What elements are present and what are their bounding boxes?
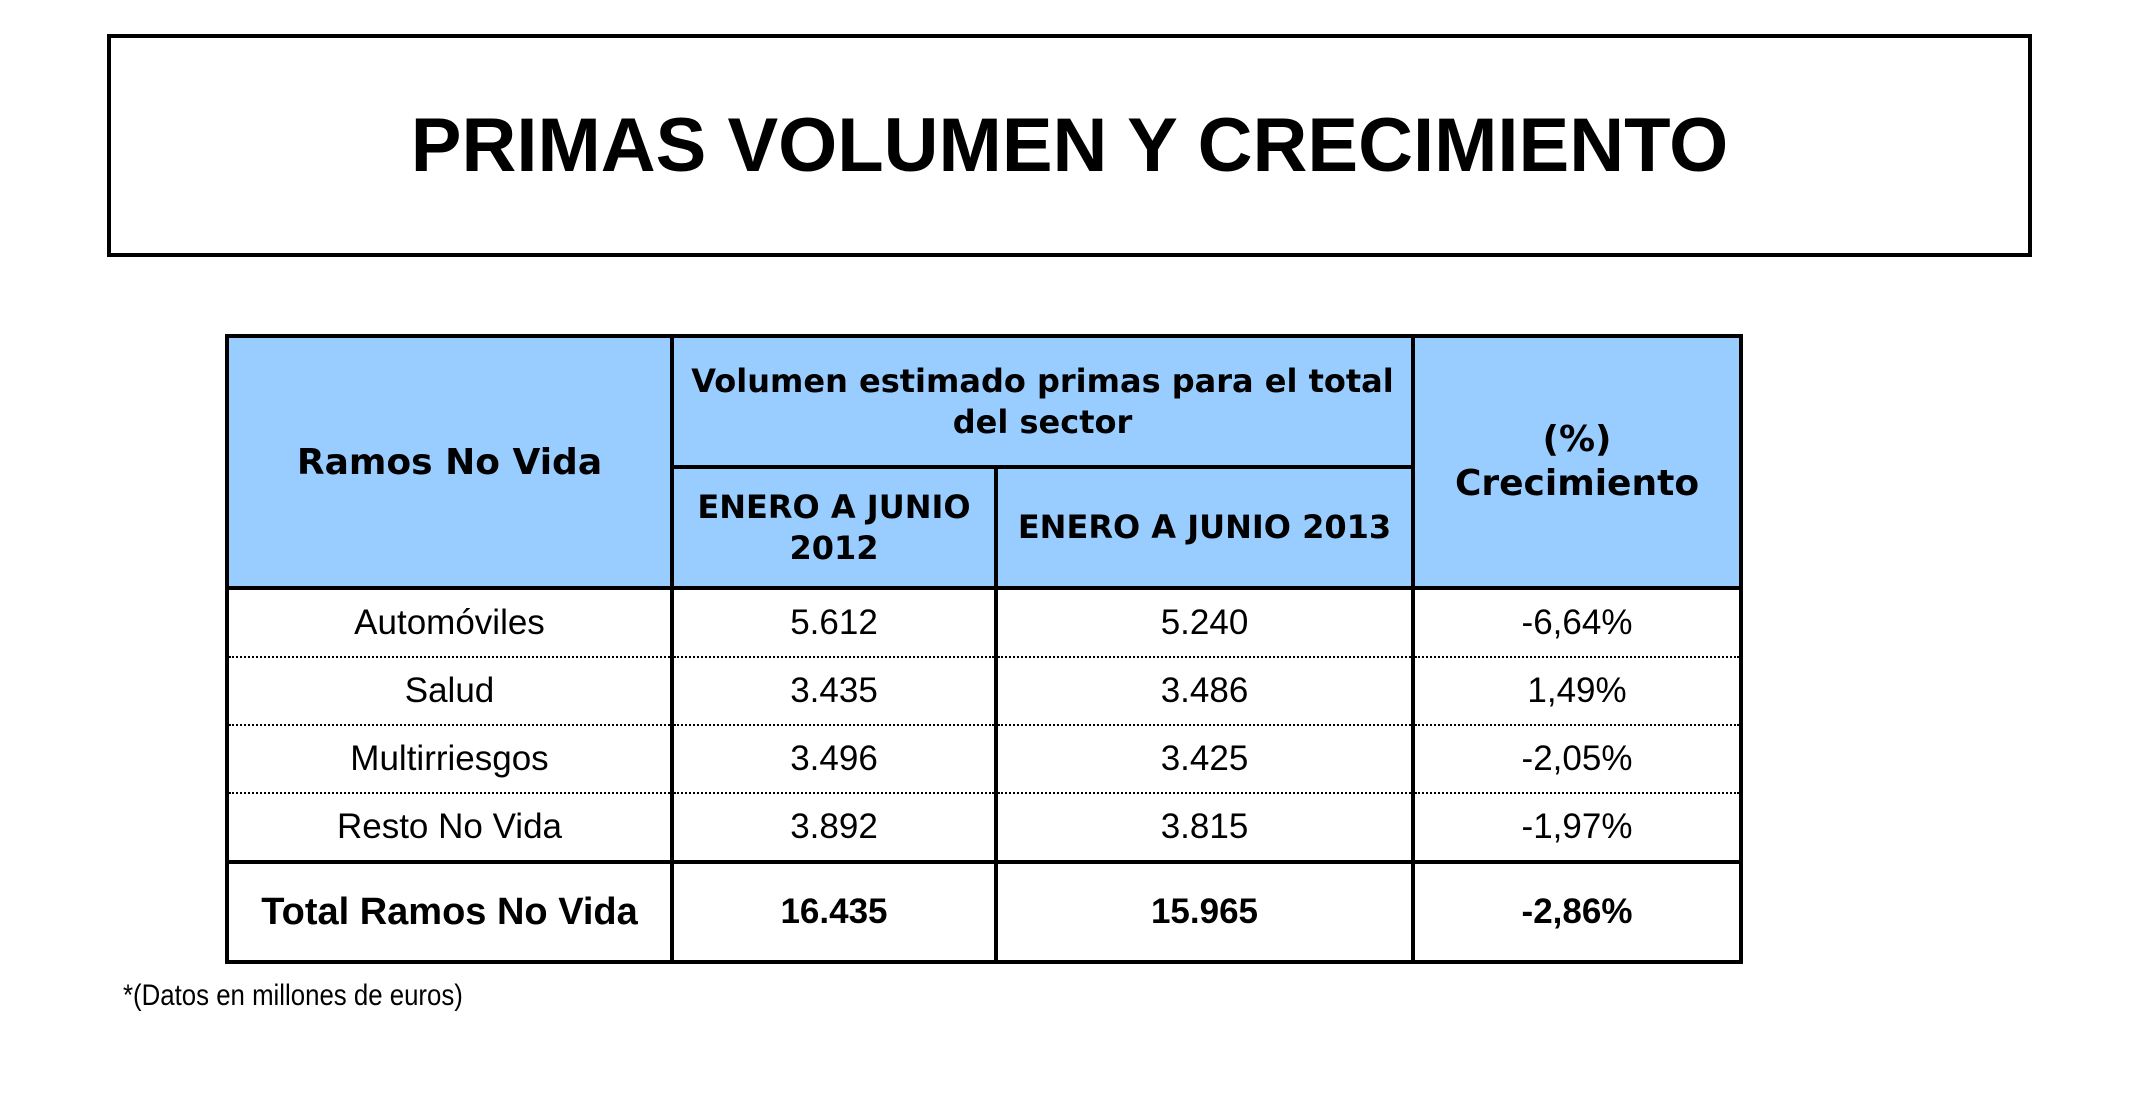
cell-2012: 3.892 bbox=[670, 793, 998, 864]
header-crecimiento-label: Crecimiento bbox=[1454, 463, 1700, 504]
table-body: Automóviles 5.612 5.240 -6,64% Salud 3.4… bbox=[225, 586, 1743, 964]
cell-ramo: Multirriesgos bbox=[225, 725, 674, 794]
cell-2013: 3.486 bbox=[994, 657, 1415, 726]
table-row: Multirriesgos 3.496 3.425 -2,05% bbox=[225, 725, 1743, 794]
cell-ramo: Automóviles bbox=[225, 586, 674, 658]
page-title: PRIMAS VOLUMEN Y CRECIMIENTO bbox=[410, 102, 1729, 188]
table-row: Automóviles 5.612 5.240 -6,64% bbox=[225, 586, 1743, 658]
table-row: Resto No Vida 3.892 3.815 -1,97% bbox=[225, 793, 1743, 864]
cell-ramo: Resto No Vida bbox=[225, 793, 674, 864]
cell-2012: 3.496 bbox=[670, 725, 998, 794]
cell-crecimiento: -1,97% bbox=[1411, 793, 1743, 864]
total-2012: 16.435 bbox=[670, 862, 998, 964]
header-volumen: Volumen estimado primas para el total de… bbox=[670, 334, 1415, 469]
table-row: Salud 3.435 3.486 1,49% bbox=[225, 657, 1743, 726]
cell-crecimiento: -6,64% bbox=[1411, 586, 1743, 658]
header-periodo-2012: ENERO A JUNIO 2012 bbox=[670, 465, 998, 590]
total-crecimiento: -2,86% bbox=[1411, 862, 1743, 964]
cell-crecimiento: 1,49% bbox=[1411, 657, 1743, 726]
footnote: *(Datos en millones de euros) bbox=[123, 979, 463, 1012]
cell-2013: 5.240 bbox=[994, 586, 1415, 658]
cell-2013: 3.815 bbox=[994, 793, 1415, 864]
cell-2013: 3.425 bbox=[994, 725, 1415, 794]
total-label: Total Ramos No Vida bbox=[225, 862, 674, 964]
cell-2012: 3.435 bbox=[670, 657, 998, 726]
cell-ramo: Salud bbox=[225, 657, 674, 726]
header-crecimiento: (%) Crecimiento bbox=[1411, 334, 1743, 590]
total-2013: 15.965 bbox=[994, 862, 1415, 964]
cell-crecimiento: -2,05% bbox=[1411, 725, 1743, 794]
table-header: Ramos No Vida Volumen estimado primas pa… bbox=[225, 334, 1743, 590]
header-crecimiento-unit: (%) bbox=[1542, 419, 1612, 460]
header-ramos: Ramos No Vida bbox=[225, 334, 674, 590]
premiums-table: Ramos No Vida Volumen estimado primas pa… bbox=[225, 334, 1743, 964]
header-periodo-2013: ENERO A JUNIO 2013 bbox=[994, 465, 1415, 590]
title-box: PRIMAS VOLUMEN Y CRECIMIENTO bbox=[107, 34, 2032, 257]
cell-2012: 5.612 bbox=[670, 586, 998, 658]
total-row: Total Ramos No Vida 16.435 15.965 -2,86% bbox=[225, 862, 1743, 964]
